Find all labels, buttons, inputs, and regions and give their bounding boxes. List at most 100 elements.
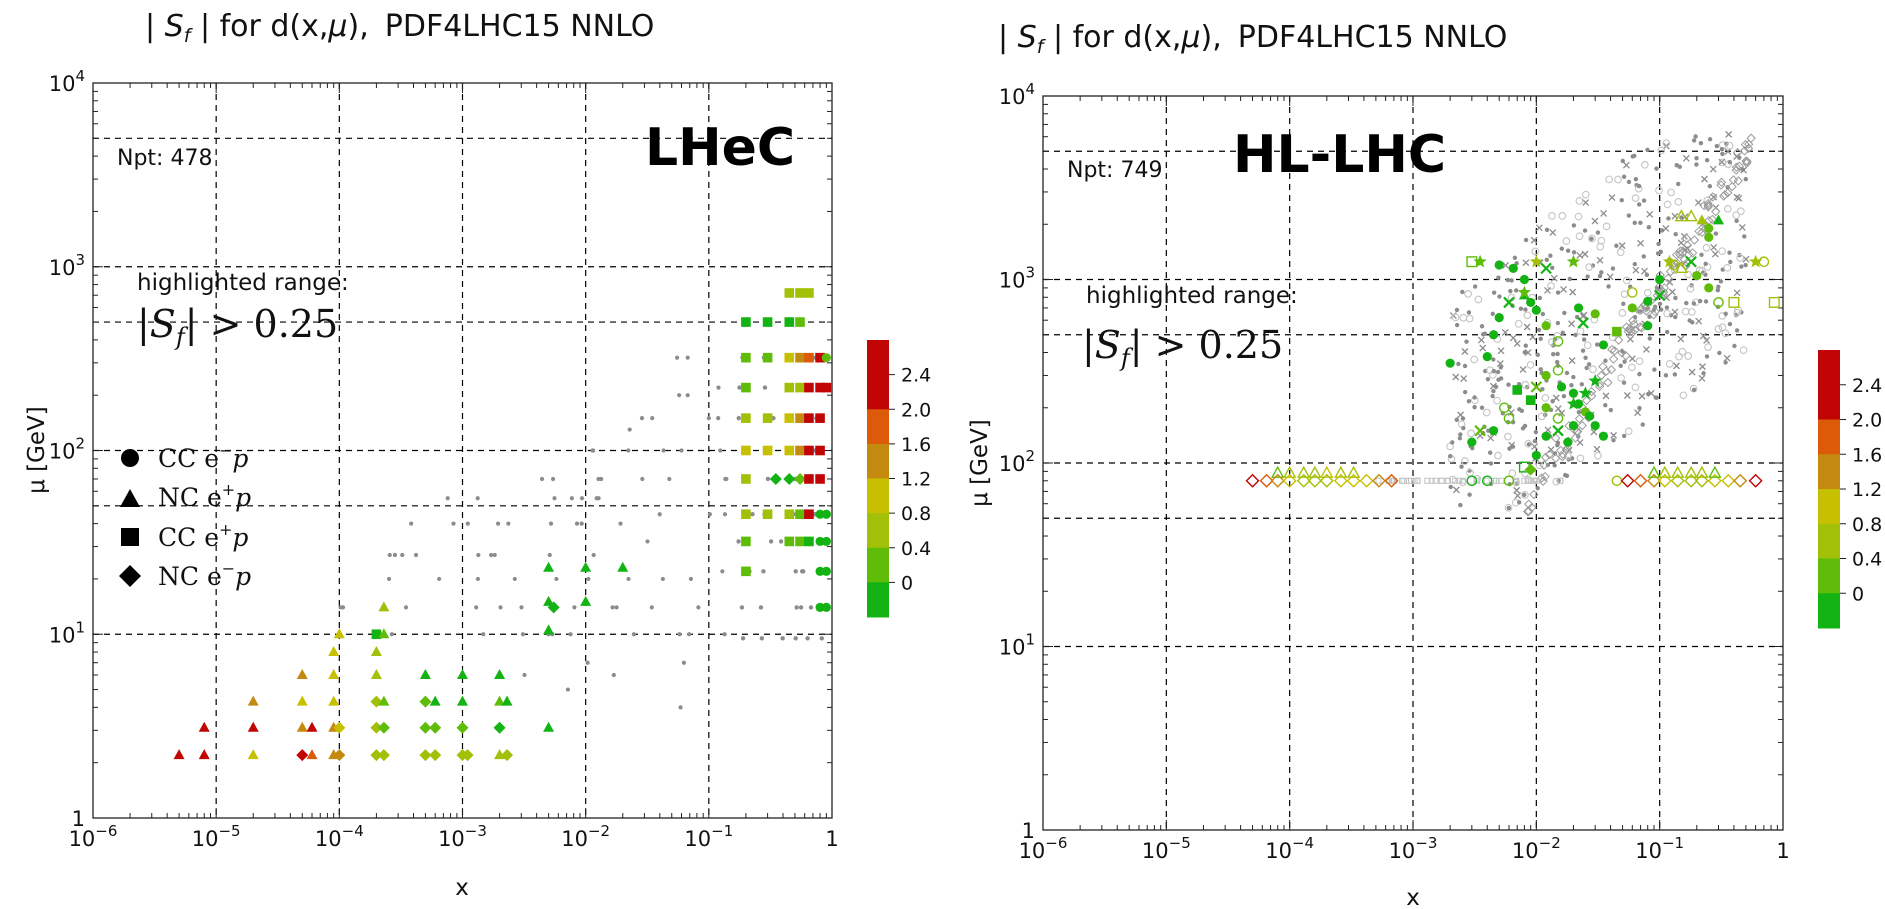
background-point bbox=[1695, 317, 1703, 325]
x-tick-label: 10−6 bbox=[69, 822, 118, 851]
background-point bbox=[1375, 477, 1382, 484]
colorbar-segment bbox=[1818, 350, 1840, 386]
background-point bbox=[1572, 426, 1582, 437]
background-point bbox=[1523, 323, 1531, 331]
background-point bbox=[1621, 433, 1627, 439]
background-point bbox=[1479, 344, 1487, 352]
background-point bbox=[1734, 218, 1739, 224]
data-point-circle bbox=[1494, 312, 1504, 323]
background-point bbox=[1718, 279, 1724, 284]
data-point-square bbox=[795, 509, 805, 520]
x-tick-label: 10−1 bbox=[684, 822, 733, 851]
background-point bbox=[1614, 243, 1619, 248]
data-point-diamond bbox=[456, 721, 469, 734]
background-point bbox=[1691, 387, 1697, 392]
colorbar-segment bbox=[1818, 523, 1840, 559]
x-tick-label: 10−3 bbox=[438, 822, 487, 851]
data-point-circle bbox=[1590, 309, 1600, 319]
background-point bbox=[1454, 307, 1460, 313]
background-point bbox=[599, 476, 604, 482]
data-point-circle_open bbox=[1713, 297, 1724, 308]
colorbar-segment bbox=[1818, 489, 1840, 525]
data-point-square bbox=[804, 474, 814, 484]
data-point-circle bbox=[1568, 388, 1579, 398]
background-point bbox=[1512, 255, 1518, 260]
background-point bbox=[794, 605, 799, 610]
colorbar-tick-label: 2.4 bbox=[901, 365, 931, 387]
data-point-diamond bbox=[461, 749, 474, 762]
background-point bbox=[765, 476, 771, 482]
data-point-diamond_open bbox=[1346, 473, 1361, 488]
background-point bbox=[1596, 370, 1606, 381]
background-point bbox=[1460, 289, 1465, 295]
background-point bbox=[793, 636, 798, 641]
y-tick-label: 102 bbox=[49, 435, 85, 464]
background-point bbox=[1539, 460, 1549, 470]
data-point-square bbox=[784, 317, 795, 327]
x-tick-label: 1 bbox=[825, 827, 838, 851]
background-point bbox=[591, 552, 596, 558]
background-point bbox=[1738, 223, 1746, 231]
data-point-triangle bbox=[306, 749, 318, 760]
background-point bbox=[614, 605, 619, 610]
data-point-triangle bbox=[296, 695, 308, 706]
background-point bbox=[1537, 412, 1546, 421]
data-point-circle_open bbox=[1552, 365, 1564, 376]
background-point bbox=[1550, 274, 1558, 282]
background-point bbox=[1742, 234, 1747, 239]
background-point bbox=[1521, 380, 1530, 389]
background-point bbox=[1462, 363, 1468, 369]
background-point bbox=[1626, 213, 1632, 218]
background-point bbox=[1674, 163, 1679, 168]
background-point bbox=[1725, 130, 1733, 138]
background-point bbox=[1577, 420, 1587, 431]
lhec-grid bbox=[93, 83, 832, 818]
background-point bbox=[1491, 290, 1497, 295]
lhec-title: | Sf | for d(x,μ), PDF4LHC15 NNLO bbox=[145, 9, 654, 47]
background-point bbox=[1505, 277, 1510, 283]
data-point-diamond_open bbox=[1384, 473, 1399, 488]
background-point bbox=[1522, 423, 1528, 429]
background-point bbox=[1570, 433, 1581, 443]
data-point-circle bbox=[1488, 426, 1499, 436]
background-point bbox=[594, 496, 599, 501]
data-point-triangle bbox=[457, 669, 468, 680]
background-point bbox=[1600, 210, 1608, 217]
data-point-triangle bbox=[580, 561, 592, 572]
y-tick-label: 104 bbox=[49, 67, 85, 96]
background-point bbox=[1523, 343, 1528, 348]
background-point bbox=[674, 355, 680, 360]
data-point-square_open bbox=[1466, 256, 1478, 268]
background-point bbox=[1561, 393, 1567, 399]
background-point bbox=[1694, 155, 1699, 161]
background-point bbox=[1530, 236, 1538, 244]
background-point bbox=[1710, 243, 1718, 251]
background-point bbox=[819, 636, 824, 641]
background-point bbox=[1654, 282, 1664, 292]
data-point-circle bbox=[815, 536, 825, 547]
data-point-diamond_open bbox=[1372, 473, 1386, 488]
background-point bbox=[1667, 188, 1675, 197]
background-point bbox=[476, 552, 481, 558]
background-point bbox=[1509, 334, 1517, 342]
background-point bbox=[1567, 276, 1573, 282]
background-point bbox=[506, 521, 511, 526]
background-point bbox=[768, 539, 774, 544]
hllhc-experiment-label: HL-LHC bbox=[1233, 125, 1446, 185]
background-point bbox=[1524, 477, 1531, 484]
colorbar-tick-label: 0.8 bbox=[1852, 514, 1882, 536]
background-point bbox=[1524, 349, 1532, 357]
data-point-triangle_open bbox=[1320, 465, 1334, 478]
background-point bbox=[1411, 477, 1418, 484]
y-tick-label: 104 bbox=[999, 80, 1035, 109]
background-point bbox=[1485, 377, 1491, 382]
background-point bbox=[657, 512, 662, 517]
data-point-cross bbox=[1503, 296, 1515, 309]
background-point bbox=[1704, 354, 1710, 359]
background-point bbox=[572, 605, 577, 610]
data-point-square bbox=[1525, 395, 1536, 405]
background-point bbox=[1564, 370, 1570, 376]
background-point bbox=[1674, 198, 1683, 206]
background-point bbox=[1491, 388, 1496, 394]
background-point bbox=[338, 605, 343, 610]
